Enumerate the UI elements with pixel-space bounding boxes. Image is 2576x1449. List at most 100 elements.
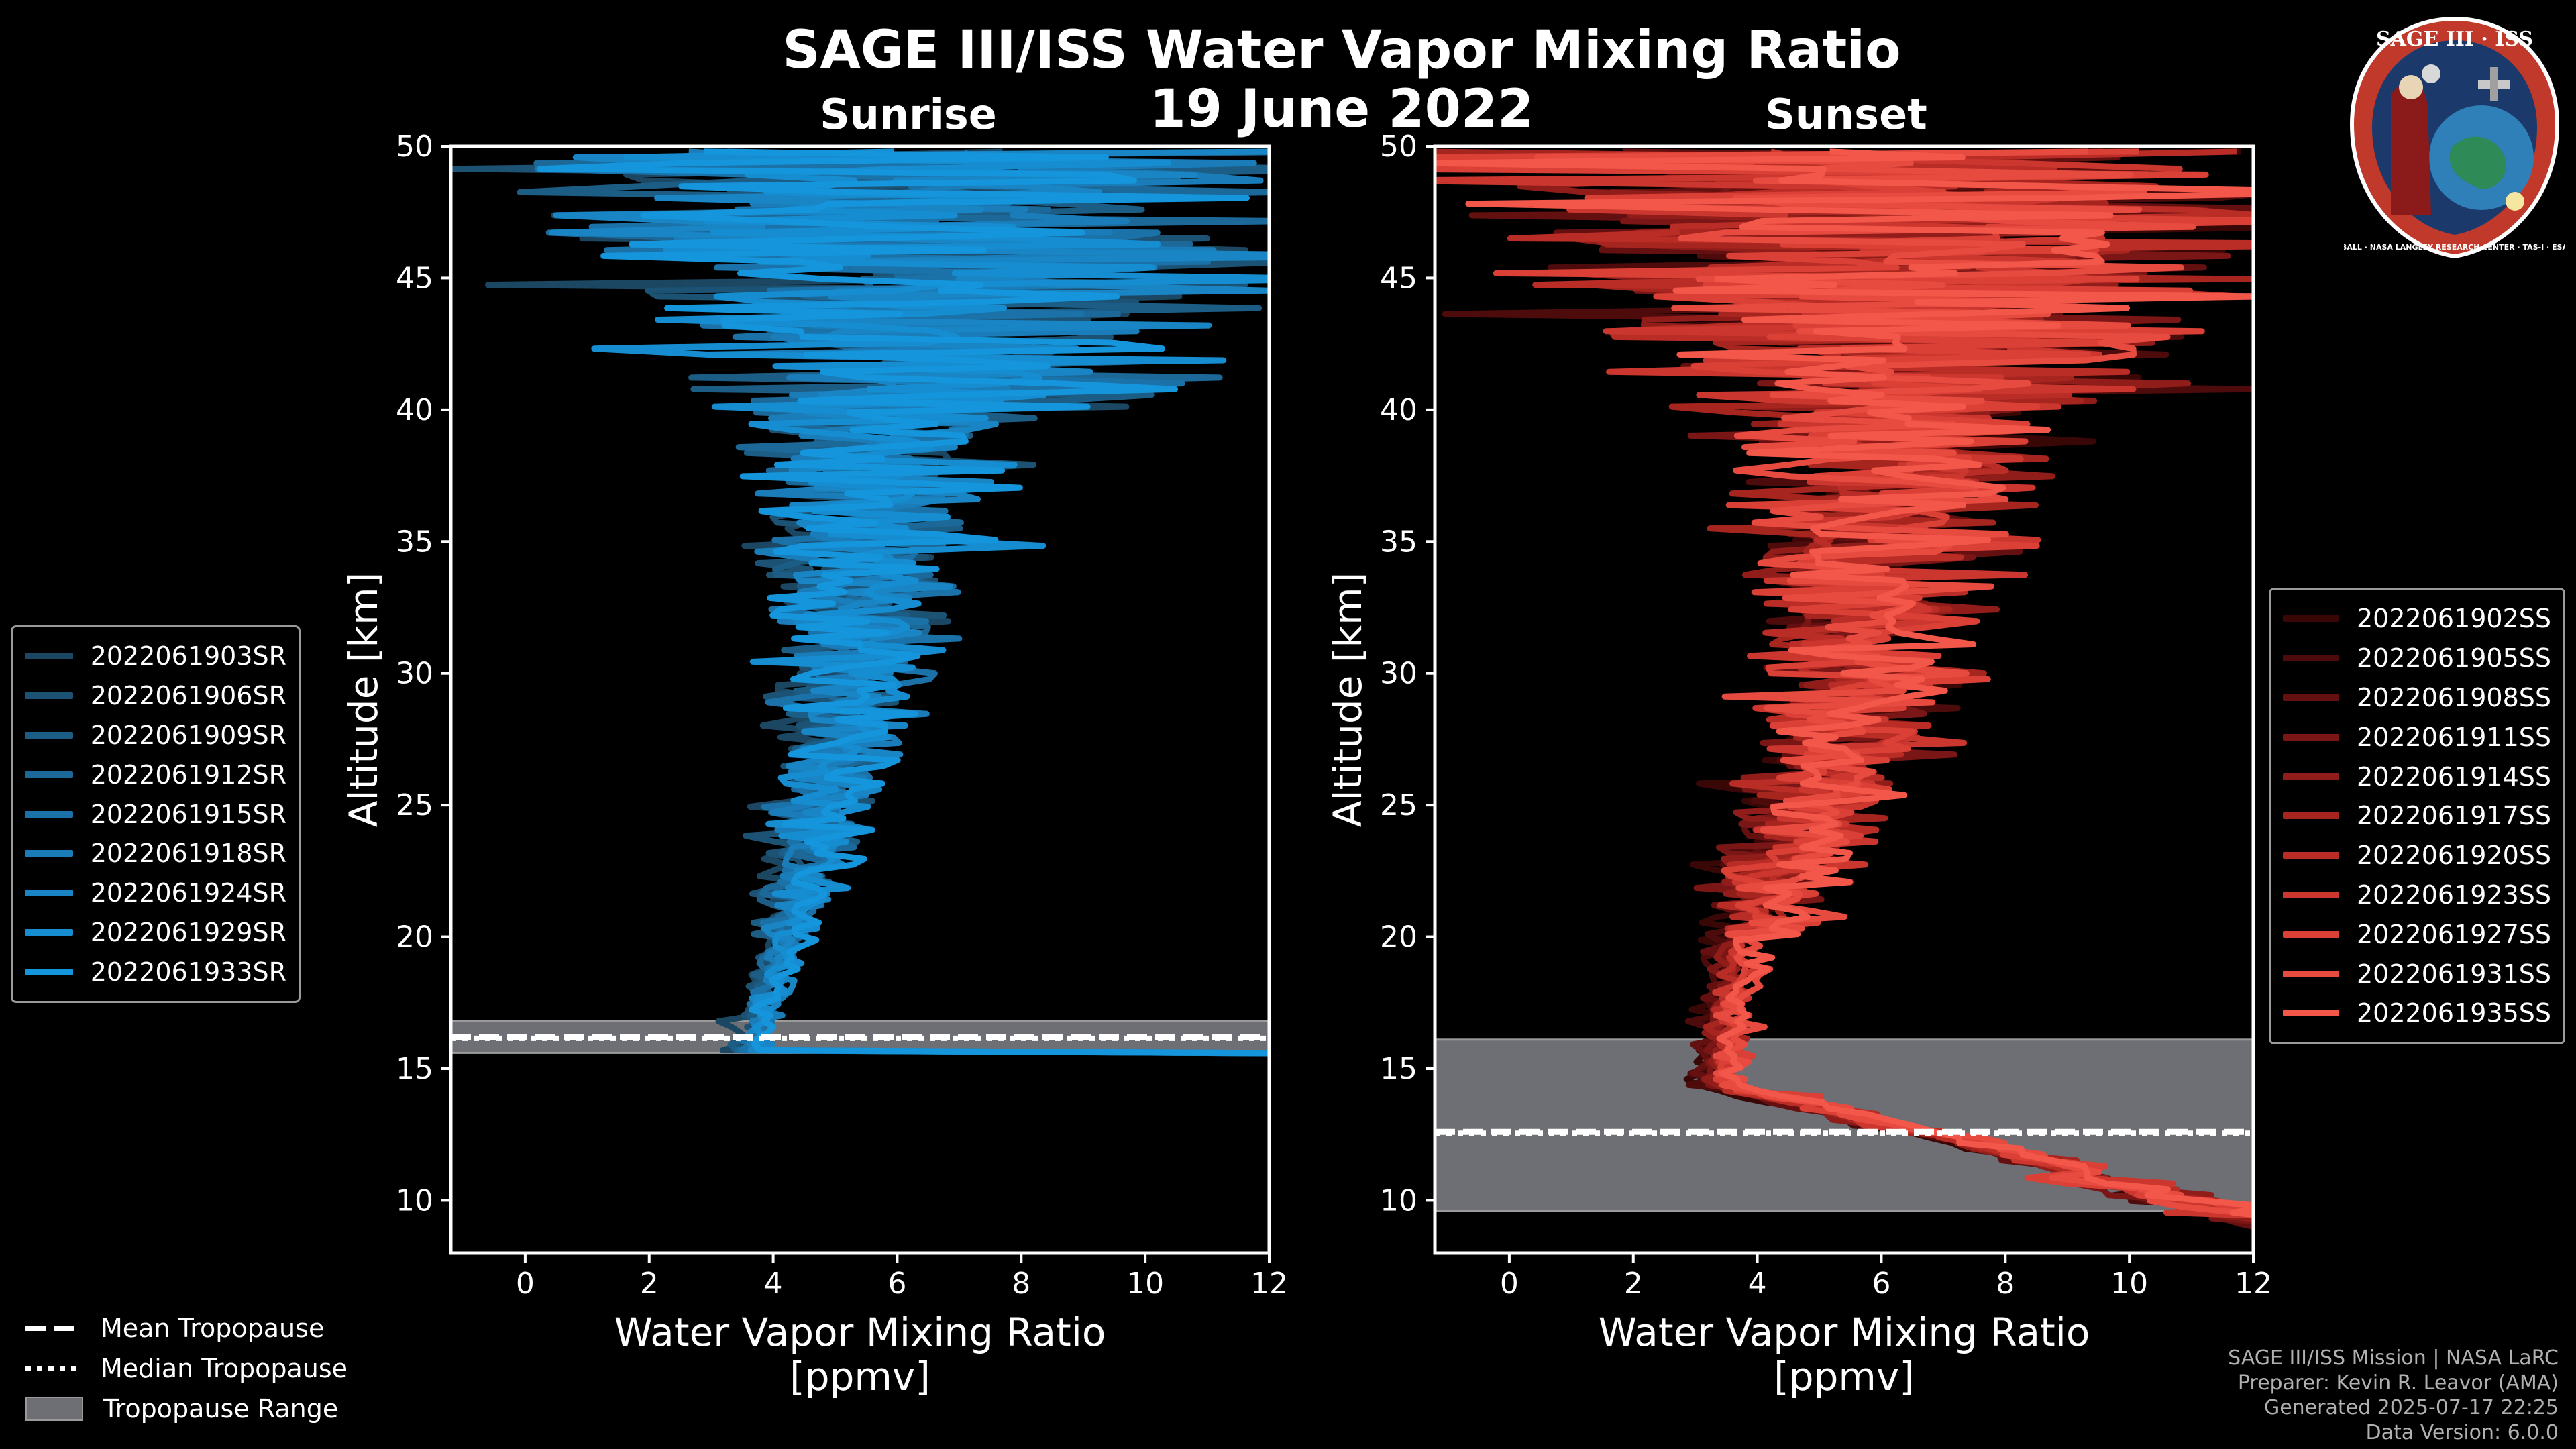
sunrise-legend: 2022061903SR 2022061906SR 2022061909SR 2… (11, 625, 301, 1004)
legend-swatch (25, 692, 73, 700)
y-tick-label: 50 (396, 129, 433, 164)
legend-swatch (25, 653, 73, 660)
y-tick-label: 45 (1380, 261, 1417, 295)
legend-label: 2022061915SR (90, 799, 286, 829)
axes-frame (449, 144, 1271, 1255)
sunset-panel-title: Sunset (1765, 90, 1927, 139)
legend-swatch (2283, 930, 2339, 938)
legend-entry: 2022061905SS (2283, 639, 2551, 678)
y-tick-label: 35 (396, 525, 433, 559)
y-tick-label: 10 (1380, 1183, 1417, 1218)
legend-swatch (25, 850, 73, 857)
profile-line-2022061933SR (537, 148, 1269, 1057)
legend-label: 2022061927SS (2356, 919, 2551, 949)
profile-line-2022061935SS (1435, 148, 2253, 1218)
legend-entry: 2022061933SR (25, 952, 286, 991)
legend-entry: 2022061920SS (2283, 836, 2551, 875)
legend-label: 2022061923SS (2356, 879, 2551, 910)
x-axis-unit-label: [ppmv] (1774, 1354, 1915, 1399)
legend-swatch (2283, 694, 2339, 701)
legend-entry: 2022061914SS (2283, 757, 2551, 796)
credits: SAGE III/ISS Mission | NASA LaRC Prepare… (2228, 1346, 2559, 1445)
x-axis-unit-label: [ppmv] (790, 1354, 930, 1399)
x-tick-label: 4 (764, 1267, 783, 1301)
range-swatch (25, 1397, 83, 1421)
legend-swatch (2283, 812, 2339, 820)
legend-entry: 2022061906SR (25, 676, 286, 716)
y-tick-label: 20 (1380, 920, 1417, 955)
legend-swatch (25, 968, 73, 975)
logo-top-text: SAGE III · ISS (2376, 28, 2533, 51)
legend-swatch (25, 928, 73, 936)
x-tick-label: 4 (1748, 1267, 1767, 1301)
chart-title: SAGE III/ISS Water Vapor Mixing Ratio (782, 20, 1901, 80)
y-tick-label: 35 (1380, 525, 1417, 559)
legend-swatch (2283, 1010, 2339, 1017)
legend-label: 2022061935SS (2356, 998, 2551, 1028)
credit-preparer: Preparer: Kevin R. Leavor (AMA) (2237, 1371, 2559, 1395)
legend-label: 2022061909SR (90, 720, 286, 750)
legend-label: 2022061905SS (2356, 643, 2551, 674)
legend-label: 2022061902SS (2356, 604, 2551, 634)
legend-label: 2022061920SS (2356, 841, 2551, 871)
x-tick-label: 0 (1500, 1267, 1519, 1301)
legend-swatch (2283, 655, 2339, 662)
x-tick-label: 0 (516, 1267, 535, 1301)
legend-entry: 2022061923SS (2283, 875, 2551, 915)
y-tick-label: 25 (396, 788, 433, 822)
legend-entry: 2022061917SS (2283, 796, 2551, 836)
legend-label: 2022061924SR (90, 878, 286, 908)
legend-entry: 2022061918SR (25, 834, 286, 873)
legend-label: Tropopause Range (103, 1394, 339, 1424)
legend-label: Median Tropopause (101, 1354, 347, 1383)
legend-label: 2022061911SS (2356, 722, 2551, 752)
legend-label: 2022061912SR (90, 759, 286, 790)
legend-entry: 2022061911SS (2283, 717, 2551, 757)
legend-label: 2022061918SR (90, 839, 286, 869)
x-axis-label: Water Vapor Mixing Ratio (614, 1309, 1106, 1355)
legend-swatch (2283, 891, 2339, 898)
legend-entry: 2022061909SR (25, 716, 286, 755)
x-tick-label: 10 (2110, 1267, 2148, 1301)
y-tick-label: 15 (1380, 1052, 1417, 1086)
sunset-legend: 2022061902SS 2022061905SS 2022061908SS 2… (2269, 588, 2565, 1044)
legend-entry-median: Median Tropopause (25, 1348, 347, 1389)
legend-entry: 2022061927SS (2283, 914, 2551, 954)
chart-date: 19 June 2022 (1149, 79, 1534, 140)
dashed-line-swatch (25, 1326, 80, 1331)
y-tick-label: 50 (1380, 129, 1417, 164)
legend-entry-mean: Mean Tropopause (25, 1308, 347, 1348)
legend-swatch (2283, 733, 2339, 741)
x-tick-label: 2 (1624, 1267, 1643, 1301)
x-tick-label: 10 (1126, 1267, 1164, 1301)
legend-entry: 2022061935SS (2283, 994, 2551, 1033)
credit-generated: Generated 2025-07-17 22:25 (2263, 1396, 2559, 1419)
profile-line-2022061906SR (451, 149, 1269, 1057)
legend-swatch (25, 731, 73, 739)
tropopause-legend: Mean Tropopause Median Tropopause Tropop… (25, 1308, 347, 1429)
legend-entry: 2022061912SR (25, 755, 286, 794)
x-tick-label: 2 (640, 1267, 659, 1301)
logo-ring-text: BALL · NASA LANGLEY RESEARCH CENTER · TA… (2344, 243, 2565, 252)
legend-entry: 2022061908SS (2283, 678, 2551, 718)
y-tick-label: 40 (396, 393, 433, 427)
y-tick-label: 10 (396, 1183, 433, 1218)
credit-mission: SAGE III/ISS Mission | NASA LaRC (2228, 1346, 2559, 1370)
legend-entry: 2022061915SR (25, 794, 286, 834)
legend-swatch (25, 890, 73, 897)
legend-label: 2022061906SR (90, 681, 286, 711)
y-tick-label: 15 (396, 1052, 433, 1086)
legend-entry-range: Tropopause Range (25, 1389, 347, 1429)
legend-entry: 2022061903SR (25, 637, 286, 676)
legend-swatch (2283, 852, 2339, 859)
y-axis-label: Altitude [km] (341, 572, 386, 827)
legend-label: 2022061903SR (90, 641, 286, 672)
credit-data-version: Data Version: 6.0.0 (2365, 1421, 2559, 1444)
legend-label: Mean Tropopause (101, 1313, 325, 1343)
legend-swatch (2283, 773, 2339, 780)
legend-label: 2022061914SS (2356, 761, 2551, 792)
y-tick-label: 30 (1380, 657, 1417, 691)
legend-label: 2022061908SS (2356, 682, 2551, 712)
y-tick-label: 30 (396, 657, 433, 691)
y-tick-label: 20 (396, 920, 433, 955)
